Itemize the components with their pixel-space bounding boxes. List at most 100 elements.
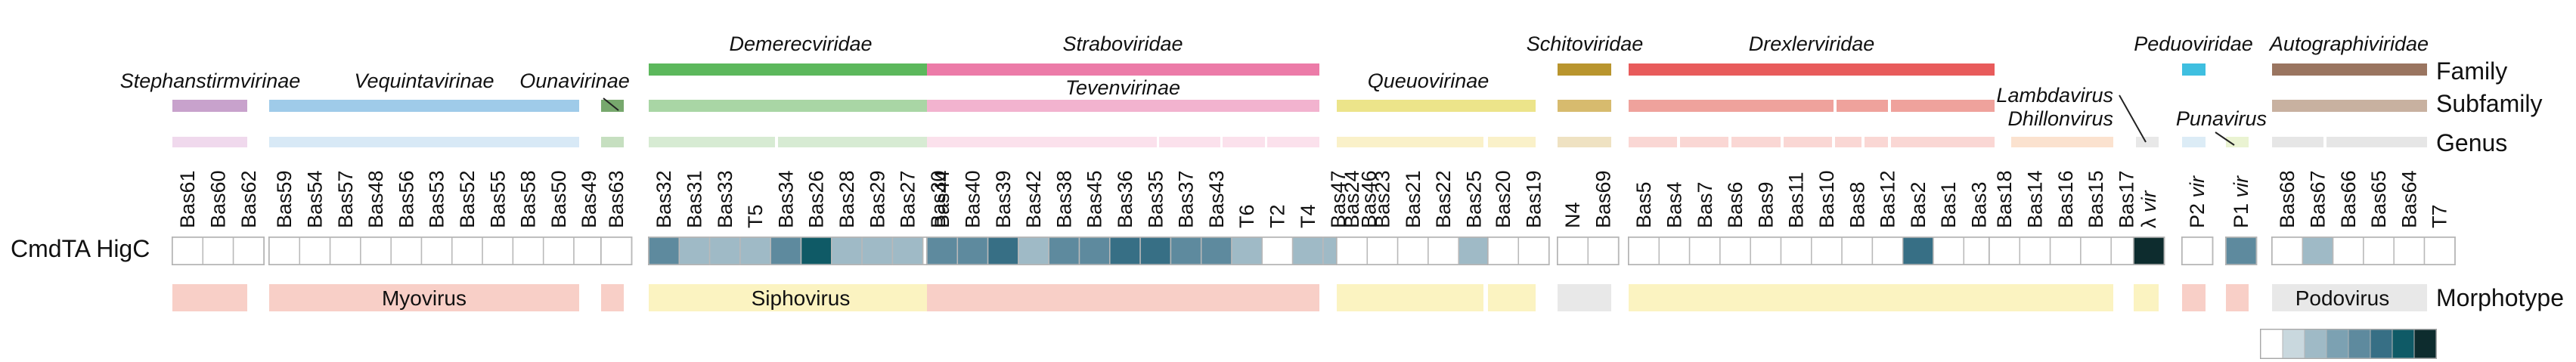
heatmap-cell (482, 237, 514, 265)
phage-label: Bas11 (1785, 172, 1808, 228)
heatmap-cell (600, 237, 633, 265)
phage-label: T5 (744, 204, 767, 228)
heatmap-cell (232, 237, 265, 265)
heatmap-cell (573, 237, 606, 265)
leader-line-punavirus (2215, 131, 2235, 146)
phage-label: Bas38 (1052, 170, 1075, 228)
phage-label: Bas25 (1462, 170, 1485, 228)
phage-label: Bas56 (395, 170, 417, 228)
phage-label: Bas40 (961, 170, 984, 228)
subfamily-label-stephanstirmvirinae: Stephanstirmvirinae (120, 70, 301, 92)
phage-label: Bas12 (1877, 170, 1899, 228)
heatmap-cell (708, 237, 741, 265)
phage-label: Bas52 (456, 170, 479, 228)
subfamily-bar-stephanstirmvirinae (172, 100, 247, 112)
heatmap-cell (1291, 237, 1324, 265)
heatmap-cell (390, 237, 423, 265)
heatmap-cell (2271, 237, 2304, 265)
morphotype-bar (1629, 284, 1995, 311)
phage-label: P1 vir (2230, 175, 2252, 228)
subfamily-label-ounavirinae: Ounavirinae (519, 70, 630, 92)
group-labels: Demerecviridae Straboviridae Schitoviridae… (120, 32, 2429, 146)
phage-label: Bas20 (1492, 170, 1514, 228)
genus-bar (1835, 137, 1861, 147)
phage-label: Bas15 (2085, 170, 2107, 228)
heatmap-cell (1628, 237, 1660, 265)
legend-swatch (2326, 329, 2349, 359)
phage-label: Bas61 (176, 170, 199, 228)
heatmap-cell (1427, 237, 1459, 265)
legend-swatch (2413, 329, 2437, 359)
phage-label: Bas48 (364, 170, 387, 228)
heatmap-cell (512, 237, 544, 265)
morphotype-bar (649, 284, 953, 311)
heatmap-cell (770, 237, 802, 265)
phage-label: Bas66 (2337, 170, 2360, 228)
leader-line-ounavirinae (603, 97, 619, 111)
genus-label-punavirus: Punavirus (2176, 107, 2267, 130)
phage-label: Bas17 (2115, 170, 2137, 228)
heatmap-cell (1587, 237, 1620, 265)
morphotype-bar (2226, 284, 2249, 311)
heatmap-cell (1811, 237, 1843, 265)
legend-swatch (2348, 329, 2371, 359)
heatmap-cell (2181, 237, 2214, 265)
family-bar-schitoviridae (1558, 63, 1611, 76)
phage-label: P2 vir (2186, 175, 2209, 228)
phage-label: Bas34 (774, 170, 797, 228)
genus-bar (2226, 137, 2249, 147)
subfamily-bar-schito (1558, 100, 1611, 112)
phage-label: Bas33 (714, 170, 736, 228)
heatmap-cell (648, 237, 680, 265)
genus-bar (2326, 137, 2427, 147)
phage-label: Bas9 (1754, 181, 1777, 228)
phage-label: Bas37 (1175, 170, 1198, 228)
phage-label: Bas18 (1993, 170, 2016, 228)
heatmap-cell (987, 237, 1019, 265)
heatmap-cell (1231, 237, 1263, 265)
heatmap-cell (1170, 237, 1202, 265)
heatmap-cell (2332, 237, 2364, 265)
family-label-schitoviridae: Schitoviridae (1527, 32, 1644, 55)
heatmap-cell (1902, 237, 1934, 265)
heatmap-cell (1366, 237, 1399, 265)
phage-label: Bas42 (1022, 170, 1045, 228)
heatmap-cell (2363, 237, 2395, 265)
heatmap-cell (1048, 237, 1080, 265)
subfamily-label-queuovirinae: Queuovirinae (1368, 70, 1489, 92)
genus-bar (649, 137, 775, 147)
heatmap-cell (891, 237, 924, 265)
phage-label: Bas1 (1937, 181, 1960, 228)
phage-labels: Bas61 Bas60 Bas62 Bas59 Bas54 Bas57 Bas48 Bas56… (176, 170, 2451, 228)
phage-label: Bas24 (1341, 170, 1363, 228)
genus-bar (601, 137, 624, 147)
phage-label: Bas60 (206, 170, 229, 228)
phage-label: Bas47 (1327, 170, 1350, 228)
phage-label: Bas6 (1724, 181, 1747, 228)
phage-label: T7 (2429, 204, 2451, 228)
taxonomy-bars (172, 63, 2427, 147)
heatmap-cell (1989, 237, 2021, 265)
heatmap-cell (678, 237, 711, 265)
row-label-genus: Genus (2436, 129, 2507, 156)
genus-bar (2011, 137, 2113, 147)
phage-label: Bas4 (1663, 181, 1685, 228)
heatmap-cell (1933, 237, 1965, 265)
subfamily-bar-vequintavirinae (269, 100, 579, 112)
morphotype-label-myovirus: Myovirus (382, 286, 467, 310)
subfamily-bar-drexler-segment (1891, 100, 1995, 112)
heatmap-cell (172, 237, 204, 265)
morphotype-bar (927, 284, 1319, 311)
heatmap-cell (926, 237, 959, 265)
morphotype-bar (2134, 284, 2159, 311)
heatmap-cell (861, 237, 894, 265)
phage-label: T2 (1266, 204, 1288, 228)
morphotype-bar (2272, 284, 2427, 311)
genus-bar (1891, 137, 1995, 147)
family-bar-peduoviridae (2182, 63, 2206, 76)
phage-label: Bas43 (1205, 170, 1228, 228)
genus-bar (2272, 137, 2323, 147)
phage-label: λ vir (2137, 190, 2160, 228)
genus-bar (1784, 137, 1832, 147)
genus-bar (1629, 137, 1677, 147)
